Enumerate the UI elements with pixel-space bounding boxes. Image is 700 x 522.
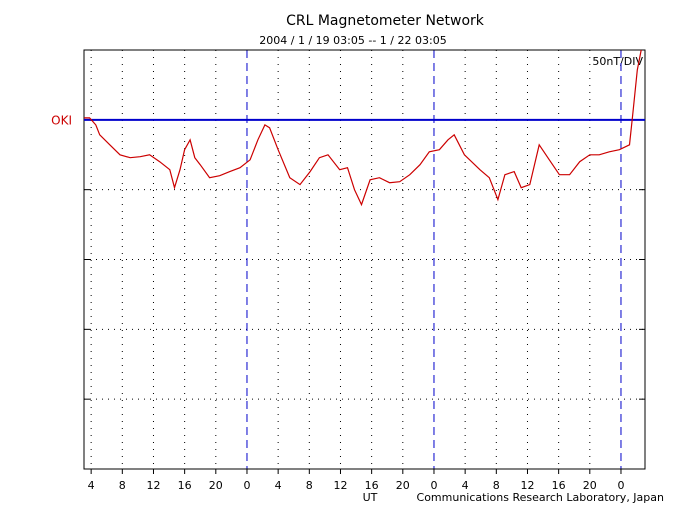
plot-frame (83, 49, 646, 470)
chart-title: CRL Magnetometer Network (286, 13, 485, 29)
x-tick-label: 4 (275, 479, 282, 492)
x-tick-label: 0 (617, 479, 624, 492)
x-tick-label: 16 (365, 479, 379, 492)
x-tick-label: 16 (178, 479, 192, 492)
x-tick-label: 12 (520, 479, 534, 492)
x-tick-label: 8 (493, 479, 500, 492)
x-tick-label: 16 (552, 479, 566, 492)
x-axis-label: UT (363, 491, 378, 504)
x-tick-label: 4 (462, 479, 469, 492)
x-tick-label: 12 (333, 479, 347, 492)
x-tick-label: 4 (88, 479, 95, 492)
x-tick-label: 0 (243, 479, 250, 492)
x-tick-label: 20 (396, 479, 410, 492)
x-tick-label: 8 (306, 479, 313, 492)
chart-subtitle: 2004 / 1 / 19 03:05 -- 1 / 22 03:05 (259, 34, 446, 47)
scale-label: 50nT/DIV (592, 55, 643, 68)
x-tick-label: 12 (146, 479, 160, 492)
x-tick-label: 8 (119, 479, 126, 492)
x-tick-label: 20 (209, 479, 223, 492)
data-line (84, 49, 642, 207)
x-tick-label: 20 (583, 479, 597, 492)
series-label: OKI (51, 113, 72, 127)
x-tick-label: 0 (430, 479, 437, 492)
credit: Communications Research Laboratory, Japa… (417, 491, 665, 504)
